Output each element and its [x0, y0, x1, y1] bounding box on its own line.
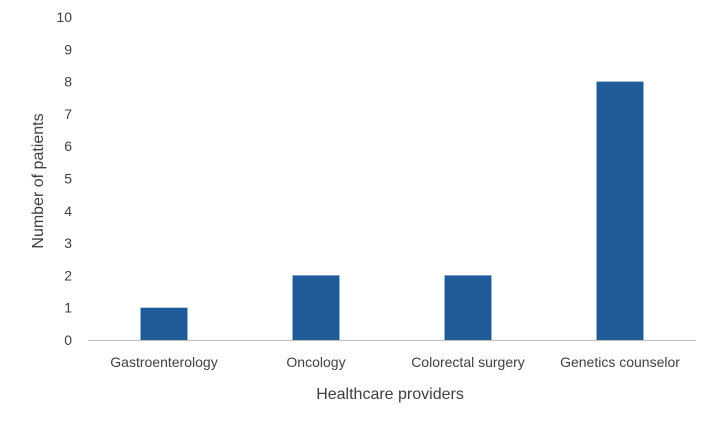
x-tick-label: Colorectal surgery	[411, 354, 525, 370]
y-tick-label: 3	[64, 235, 72, 251]
y-tick-label: 0	[64, 332, 72, 348]
x-tick-label: Gastroenterology	[110, 354, 217, 370]
y-tick-label: 7	[64, 106, 72, 122]
y-tick-label: 6	[64, 138, 72, 154]
y-tick-label: 9	[64, 41, 72, 57]
bar	[292, 275, 340, 340]
y-axis-ticks: 0 1 2 3 4 5 6 7 8 9 10	[56, 9, 72, 348]
bar	[444, 275, 492, 340]
y-tick-label: 1	[64, 300, 72, 316]
y-tick-label: 10	[56, 9, 72, 25]
bar	[596, 81, 644, 340]
y-tick-label: 5	[64, 171, 72, 187]
x-tick-label: Genetics counselor	[560, 354, 680, 370]
y-axis-title: Number of patients	[30, 113, 47, 248]
x-axis-ticks: Gastroenterology Oncology Colorectal surge…	[110, 354, 680, 370]
x-axis-title: Healthcare providers	[316, 386, 464, 403]
x-tick-label: Oncology	[286, 354, 345, 370]
y-tick-label: 8	[64, 74, 72, 90]
y-tick-label: 4	[64, 203, 72, 219]
y-tick-label: 2	[64, 267, 72, 283]
bar	[140, 307, 188, 340]
bars	[140, 81, 644, 340]
